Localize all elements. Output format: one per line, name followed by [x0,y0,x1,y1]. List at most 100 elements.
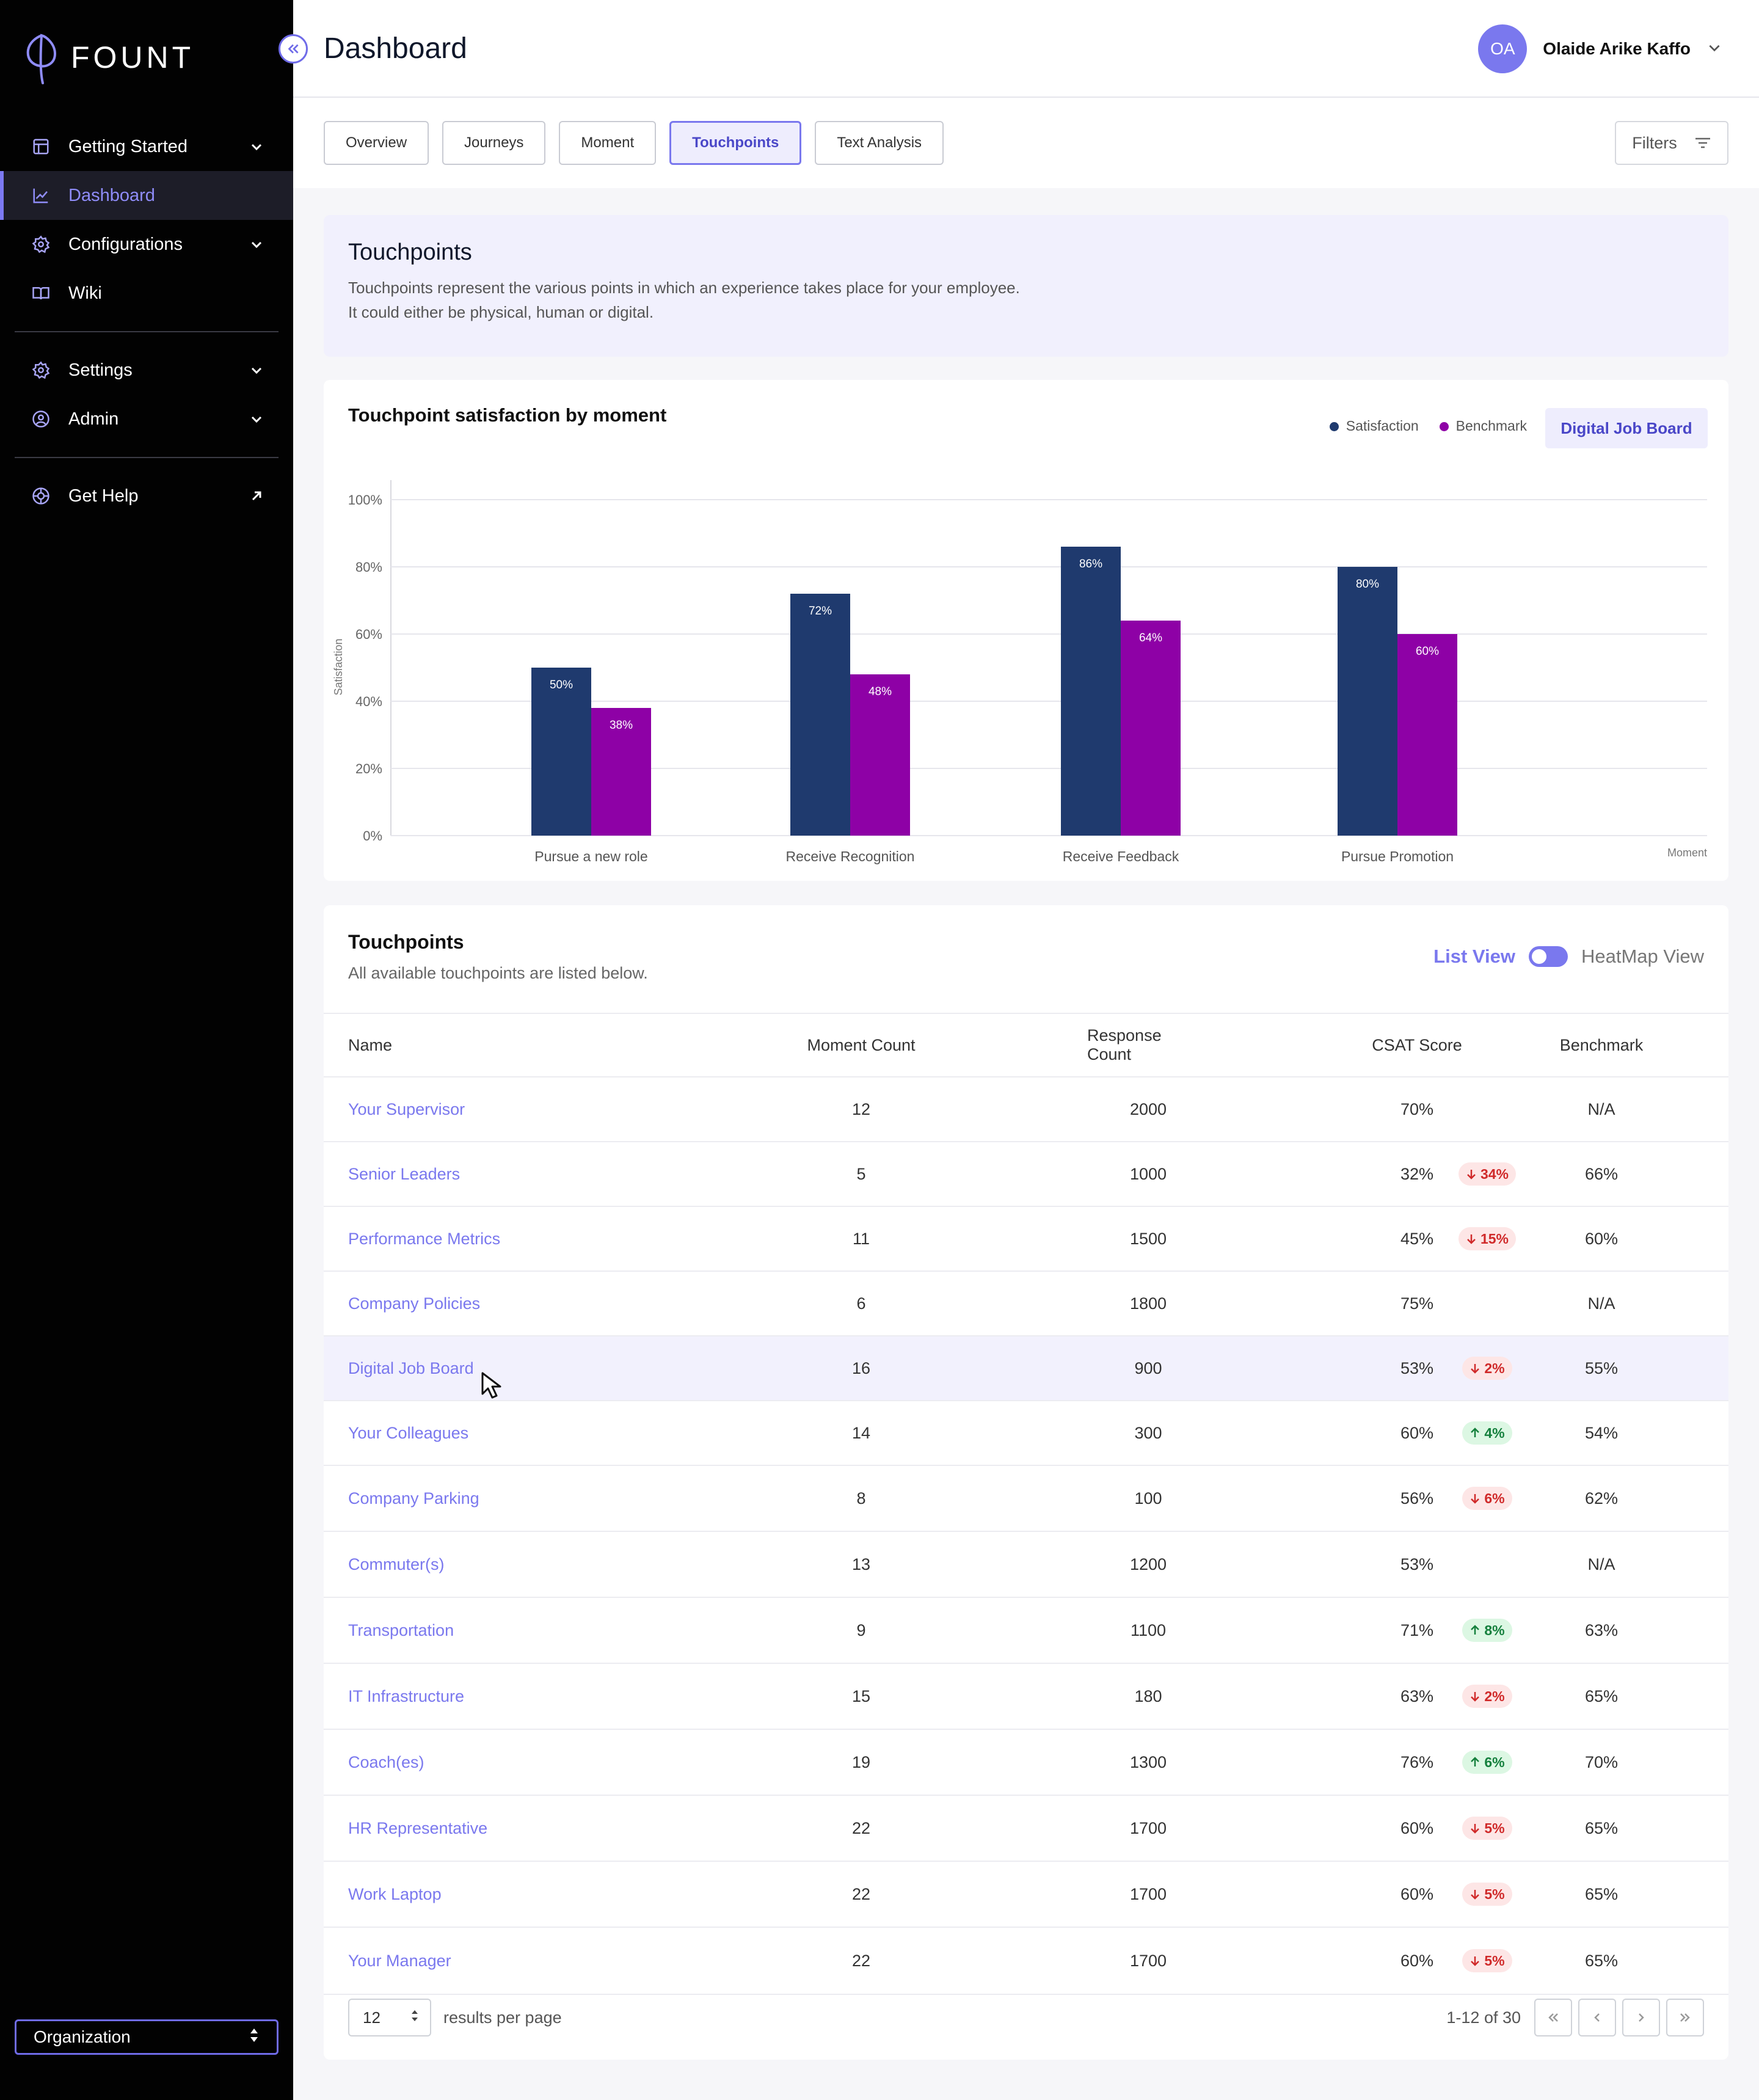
table-row[interactable]: Your Manager 22 1700 60% 5% 65% [324,1928,1728,1995]
prev-page-button[interactable] [1578,1999,1616,2036]
arrow-up-icon [1471,1427,1480,1437]
benchmark-value: N/A [1587,1294,1615,1313]
tab-overview[interactable]: Overview [324,121,429,165]
tab-journeys[interactable]: Journeys [442,121,546,165]
sidebar-item-settings[interactable]: Settings [0,346,293,395]
benchmark-value: 70% [1584,1752,1619,1771]
sidebar-item-getting-started[interactable]: Getting Started [0,122,293,171]
page-title: Dashboard [324,32,467,65]
tab-bar: Overview Journeys Moment Touchpoints Tex… [293,98,1759,188]
table-row[interactable]: Coach(es) 19 1300 76% 6% 70% [324,1730,1728,1796]
y-tick-label: 100% [348,492,382,508]
tab-moment[interactable]: Moment [559,121,657,165]
sidebar-item-dashboard[interactable]: Dashboard [0,171,293,220]
csat-score: 70% [1400,1099,1434,1118]
next-page-button[interactable] [1622,1999,1660,2036]
touchpoint-filter-pill[interactable]: Digital Job Board [1545,408,1708,448]
table-row[interactable]: IT Infrastructure 15 180 63% 2% 65% [324,1664,1728,1730]
sidebar-item-label: Getting Started [68,136,188,156]
column-header-csat-score[interactable]: CSAT Score [1372,1035,1462,1054]
table-row[interactable]: Transportation 9 1100 71% 8% 63% [324,1598,1728,1664]
chevron-down-icon [248,138,265,155]
tab-text-analysis[interactable]: Text Analysis [815,121,944,165]
satisfaction-bar [1338,567,1397,836]
table-row[interactable]: Company Policies 6 1800 75% N/A [324,1272,1728,1336]
touchpoint-name-link[interactable]: Performance Metrics [348,1229,501,1248]
sidebar-item-admin[interactable]: Admin [0,395,293,443]
organization-select[interactable]: Organization [15,2019,279,2055]
table-row[interactable]: Commuter(s) 13 1200 53% N/A [324,1532,1728,1598]
response-count: 1500 [1129,1229,1167,1248]
intro-title: Touchpoints [348,239,472,265]
touchpoint-name-link[interactable]: Company Policies [348,1294,481,1313]
sidebar-item-wiki[interactable]: Wiki [0,269,293,318]
touchpoint-name-link[interactable]: Company Parking [348,1489,479,1508]
table-subtitle: All available touchpoints are listed bel… [348,964,648,982]
moment-count: 15 [851,1686,871,1705]
benchmark-bar [850,674,910,836]
sidebar-item-configurations[interactable]: Configurations [0,220,293,269]
per-page-select[interactable]: 12 [348,1999,431,2036]
column-header-moment-count[interactable]: Moment Count [807,1035,916,1054]
csat-score: 45% [1400,1229,1434,1248]
view-toggle-switch[interactable] [1528,946,1568,967]
csat-score: 60% [1400,1951,1434,1970]
user-menu[interactable]: OA Olaide Arike Kaffo [1478,24,1722,73]
touchpoint-name-link[interactable]: Transportation [348,1621,454,1639]
arrow-up-icon [1471,1757,1480,1766]
chevron-down-icon [1706,40,1722,59]
moment-count: 8 [856,1489,866,1508]
touchpoint-name-link[interactable]: Your Manager [348,1951,451,1970]
list-view-label[interactable]: List View [1433,946,1515,967]
per-page-label: results per page [443,2008,562,2027]
x-tick-label: Pursue Promotion [1341,848,1454,864]
touchpoint-name-link[interactable]: Your Supervisor [348,1099,465,1118]
sidebar-item-get-help[interactable]: Get Help [0,472,293,520]
touchpoint-name-link[interactable]: Work Laptop [348,1884,442,1903]
table-title: Touchpoints [348,931,464,953]
book-icon [31,283,51,304]
column-header-name[interactable]: Name [348,1035,393,1054]
column-header-response-count[interactable]: Response Count [1087,1026,1162,1063]
filters-button[interactable]: Filters [1615,121,1728,165]
delta-value: 6% [1484,1754,1505,1770]
tab-touchpoints[interactable]: Touchpoints [669,121,802,165]
column-header-benchmark[interactable]: Benchmark [1559,1035,1644,1054]
table-row[interactable]: Performance Metrics 11 1500 45% 15% 60% [324,1207,1728,1272]
collapse-sidebar-button[interactable] [279,34,308,64]
moment-count: 13 [851,1555,871,1573]
sidebar-divider [15,457,279,458]
intro-description-line1: Touchpoints represent the various points… [348,279,1020,297]
touchpoint-name-link[interactable]: Coach(es) [348,1752,424,1771]
table-header: Name Moment Count Response Count CSAT Sc… [324,1013,1728,1077]
table-row[interactable]: Company Parking 8 100 56% 6% 62% [324,1466,1728,1532]
heatmap-view-label[interactable]: HeatMap View [1581,946,1704,967]
response-count: 2000 [1129,1099,1167,1118]
arrow-down-icon [1471,1692,1480,1702]
table-row[interactable]: Work Laptop 22 1700 60% 5% 65% [324,1862,1728,1928]
touchpoint-name-link[interactable]: IT Infrastructure [348,1686,465,1705]
delta-badge-cell: 6% [1457,1730,1518,1795]
touchpoint-name-link[interactable]: Senior Leaders [348,1164,461,1183]
view-toggle: List View HeatMap View [1433,946,1704,968]
chart-line-icon [31,185,51,206]
delta-value: 2% [1484,1688,1505,1704]
touchpoint-name-link[interactable]: Your Colleagues [348,1423,469,1442]
table-row[interactable]: Senior Leaders 5 1000 32% 34% 66% [324,1142,1728,1207]
benchmark-value: N/A [1587,1555,1615,1573]
brand-logo[interactable]: FOUNT [22,31,194,84]
last-page-button[interactable] [1666,1999,1704,2036]
first-page-button[interactable] [1534,1999,1572,2036]
touchpoint-name-link[interactable]: Digital Job Board [348,1358,474,1377]
table-row[interactable]: Your Colleagues 14 300 60% 4% 54% [324,1401,1728,1466]
table-row[interactable]: Your Supervisor 12 2000 70% N/A [324,1077,1728,1142]
moment-count: 22 [851,1951,871,1970]
table-row[interactable]: Digital Job Board 16 900 53% 2% 55% [324,1336,1728,1401]
chart-legend: Satisfaction Benchmark [1329,418,1527,434]
moment-count: 16 [851,1358,871,1377]
satisfaction-bar [1061,547,1121,836]
delta-value: 5% [1484,1820,1505,1836]
touchpoint-name-link[interactable]: HR Representative [348,1818,488,1837]
table-row[interactable]: HR Representative 22 1700 60% 5% 65% [324,1796,1728,1862]
touchpoint-name-link[interactable]: Commuter(s) [348,1555,445,1573]
